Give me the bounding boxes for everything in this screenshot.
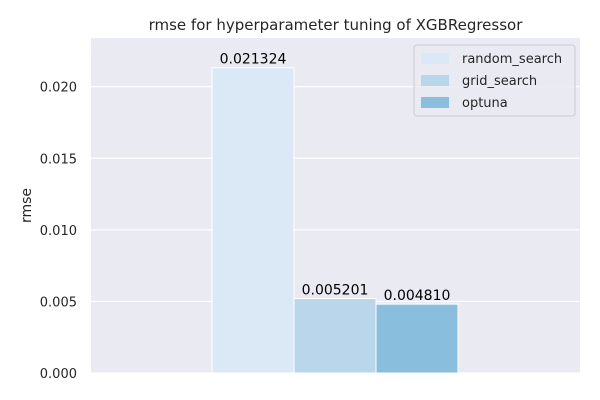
y-tick-label: 0.020 xyxy=(40,81,77,96)
data-label-random-search: 0.021324 xyxy=(220,52,287,68)
legend-swatch-grid-search xyxy=(421,75,449,86)
data-labels: 0.021324 0.005201 0.004810 xyxy=(220,52,451,304)
bars xyxy=(211,67,459,374)
y-tick-label: 0.015 xyxy=(40,152,77,167)
y-tick-label: 0.000 xyxy=(40,367,77,382)
y-tick-label: 0.005 xyxy=(40,295,77,310)
legend-label-random-search: random_search xyxy=(462,52,562,67)
legend-swatch-random-search xyxy=(421,53,449,64)
data-label-grid-search: 0.005201 xyxy=(302,283,369,299)
legend-frame xyxy=(413,44,576,117)
legend-label-optuna: optuna xyxy=(462,96,508,111)
y-axis-ticks: 0.000 0.005 0.010 0.015 0.020 xyxy=(40,81,77,382)
y-tick-label: 0.010 xyxy=(40,224,77,239)
y-axis-label: rmse xyxy=(19,188,35,223)
bar-random-search xyxy=(211,67,295,374)
bar-optuna xyxy=(375,303,459,374)
legend-label-grid-search: grid_search xyxy=(462,74,537,89)
legend-swatch-optuna xyxy=(421,97,449,108)
bar-grid-search xyxy=(293,298,377,374)
data-label-optuna: 0.004810 xyxy=(384,288,451,304)
chart-title: rmse for hyperparameter tuning of XGBReg… xyxy=(149,16,524,34)
